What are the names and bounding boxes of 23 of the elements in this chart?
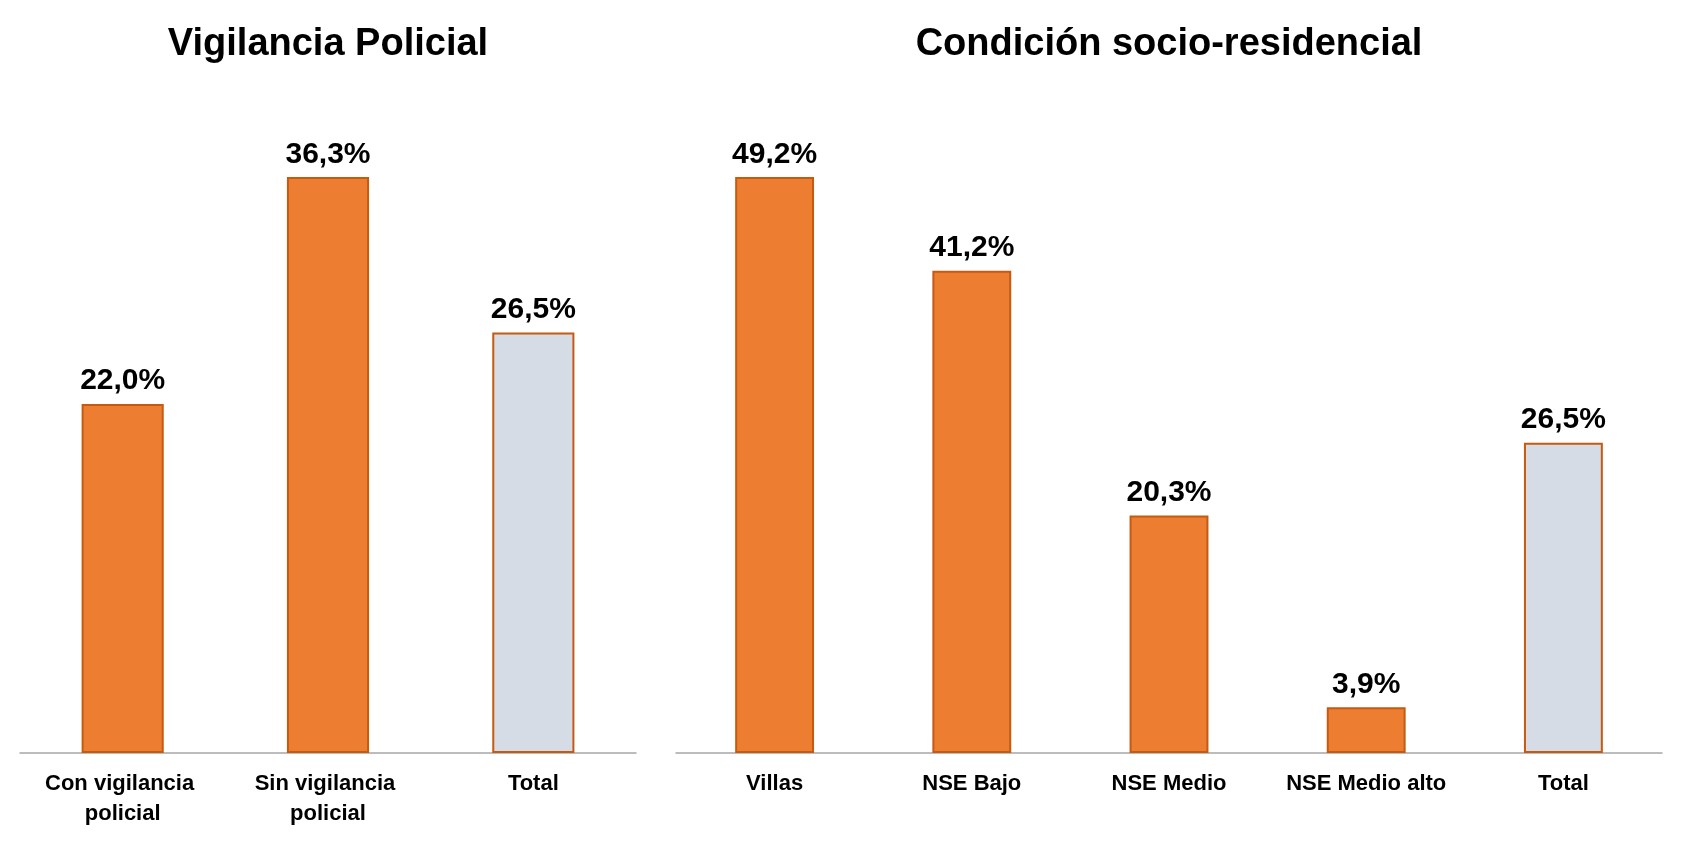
- chart-title: Vigilancia Policial: [167, 21, 489, 63]
- x-tick-label: NSE Bajo: [922, 769, 1022, 795]
- x-tick-label: Total: [507, 769, 559, 795]
- chart-title: Condición socio-residencial: [915, 21, 1423, 63]
- bar: [932, 270, 1012, 753]
- bar: [1523, 442, 1603, 753]
- x-tick-label: NSE Medio: [1111, 769, 1227, 795]
- bar: [1129, 515, 1209, 753]
- bar: [1326, 707, 1406, 753]
- x-tick-label: Total: [1537, 769, 1589, 795]
- x-tick-label: Con vigilancia policial: [45, 769, 201, 825]
- data-label: 3,9%: [1332, 665, 1401, 699]
- bar: [735, 177, 815, 753]
- data-label: 26,5%: [1520, 401, 1606, 435]
- data-label: 41,2%: [929, 229, 1015, 263]
- data-label: 36,3%: [285, 135, 371, 169]
- data-label: 49,2%: [732, 135, 818, 169]
- x-tick-label: NSE Medio alto: [1286, 769, 1447, 795]
- data-label: 26,5%: [490, 291, 576, 325]
- x-tick-label: Sin vigilancia policial: [254, 769, 402, 825]
- x-tick-label: Villas: [746, 769, 804, 795]
- data-label: 20,3%: [1126, 473, 1212, 507]
- data-label: 22,0%: [80, 362, 166, 396]
